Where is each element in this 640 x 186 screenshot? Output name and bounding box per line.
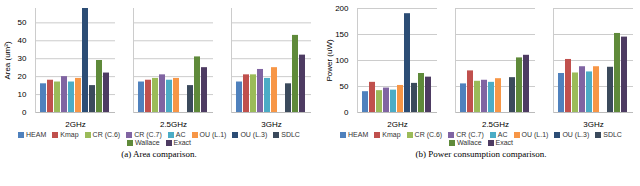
html-text:HEAM: HEAM [348, 131, 369, 138]
svg-text:200: 200 [335, 4, 349, 13]
html-text:Exact: Exact [173, 139, 192, 146]
svg-text:2GHz: 2GHz [65, 120, 85, 129]
html-text:CR (C.7): CR (C.7) [134, 131, 162, 138]
svg-text:2GHz: 2GHz [387, 120, 407, 129]
html-text:SDLC: SDLC [603, 131, 622, 138]
svg-text:40: 40 [18, 36, 27, 45]
svg-text:10: 10 [18, 90, 27, 99]
svg-text:0: 0 [344, 108, 349, 117]
html-text:(a) Area comparison.: (a) Area comparison. [121, 149, 197, 159]
svg-text:2.5GHz: 2.5GHz [160, 120, 187, 129]
html-text:OU (L.1): OU (L.1) [521, 131, 549, 138]
svg-text:20: 20 [18, 72, 27, 81]
html-text:Exact: Exact [495, 139, 514, 146]
svg-text:150: 150 [335, 30, 349, 39]
html-text:OU (L.3): OU (L.3) [240, 131, 268, 138]
html-text:CR (C.6): CR (C.6) [92, 131, 121, 138]
html-text:AC: AC [175, 131, 186, 138]
html-text:CR (C.7): CR (C.7) [456, 131, 484, 138]
html-text:(b) Power consumption comparis: (b) Power consumption comparison. [415, 149, 547, 159]
html-text:HEAM: HEAM [26, 131, 47, 138]
html-text:Kmap: Kmap [382, 131, 401, 138]
html-text:OU (L.1): OU (L.1) [199, 131, 227, 138]
svg-text:100: 100 [335, 56, 349, 65]
html-text:Kmap: Kmap [60, 131, 79, 138]
svg-text:0: 0 [22, 108, 27, 117]
svg-text:Power (uW): Power (uW) [325, 39, 334, 82]
svg-text:50: 50 [340, 82, 349, 91]
svg-text:30: 30 [18, 54, 27, 63]
html-text:Wallace: Wallace [134, 139, 160, 146]
svg-text:2.5GHz: 2.5GHz [482, 120, 509, 129]
svg-text:50: 50 [18, 18, 27, 27]
html-text:AC: AC [497, 131, 508, 138]
svg-text:3GHz: 3GHz [583, 120, 603, 129]
html-text:Wallace: Wallace [456, 139, 482, 146]
html-text:CR (C.6): CR (C.6) [414, 131, 443, 138]
svg-text:Area (um²): Area (um²) [3, 41, 12, 80]
svg-text:3GHz: 3GHz [261, 120, 281, 129]
html-text:SDLC: SDLC [281, 131, 300, 138]
html-text:OU (L.3): OU (L.3) [562, 131, 590, 138]
